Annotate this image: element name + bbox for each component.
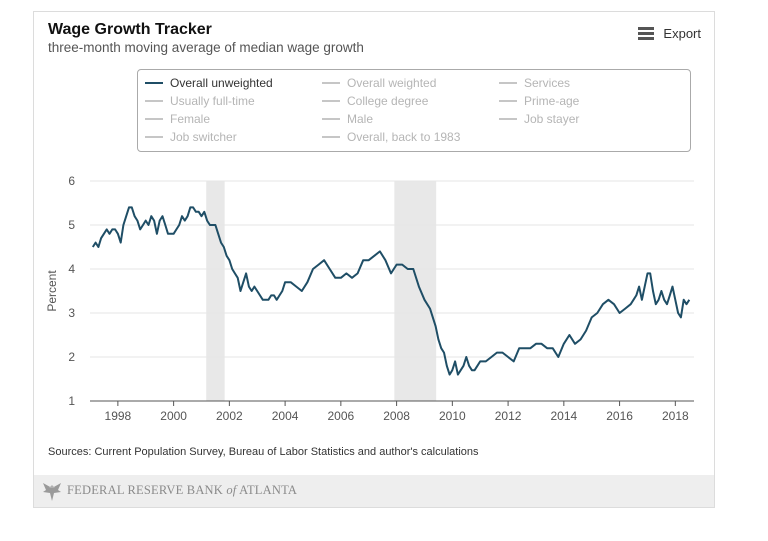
y-tick-label: 1 (68, 394, 75, 408)
legend-label: Services (524, 76, 571, 90)
x-tick-label: 2016 (606, 409, 633, 423)
legend-item[interactable]: Female (145, 112, 210, 126)
legend-item[interactable]: Overall, back to 1983 (322, 130, 460, 144)
y-tick-label: 6 (68, 174, 75, 188)
legend-swatch (322, 136, 340, 138)
legend-item[interactable]: College degree (322, 94, 428, 108)
legend: Overall unweighted Overall weighted Servic… (137, 69, 691, 152)
legend-swatch (499, 82, 517, 84)
legend-label: College degree (347, 94, 429, 108)
legend-swatch (322, 82, 340, 84)
legend-swatch (145, 82, 163, 84)
legend-swatch (322, 100, 340, 102)
legend-item[interactable]: Male (322, 112, 373, 126)
org-prefix: FEDERAL RESERVE BANK (67, 483, 227, 497)
legend-label: Prime-age (524, 94, 580, 108)
legend-item[interactable]: Prime-age (499, 94, 579, 108)
org-of: of (226, 483, 237, 497)
x-tick-label: 2018 (662, 409, 689, 423)
series-line (91, 206, 691, 376)
chart-card: Wage Growth Tracker three-month moving a… (33, 11, 715, 508)
y-tick-label: 3 (68, 306, 75, 320)
legend-label: Female (170, 112, 211, 126)
org-suffix: ATLANTA (236, 483, 298, 497)
fed-atlanta-wordmark[interactable]: FEDERAL RESERVE BANK of ATLANTA (67, 483, 297, 498)
legend-item[interactable]: Services (499, 76, 570, 90)
legend-label: Overall weighted (347, 76, 437, 90)
legend-swatch (322, 118, 340, 120)
x-tick-label: 2002 (216, 409, 243, 423)
legend-label: Job stayer (524, 112, 580, 126)
legend-label: Usually full-time (170, 94, 255, 108)
x-tick-label: 2008 (383, 409, 410, 423)
x-tick-label: 2006 (328, 409, 355, 423)
legend-swatch (145, 118, 163, 120)
legend-item[interactable]: Overall weighted (322, 76, 436, 90)
chart-subtitle: three-month moving average of median wag… (48, 40, 364, 55)
x-tick-label: 2000 (160, 409, 187, 423)
legend-label: Overall unweighted (170, 76, 273, 90)
legend-swatch (499, 118, 517, 120)
legend-swatch (499, 100, 517, 102)
export-button[interactable]: Export (638, 26, 701, 41)
y-tick-label: 2 (68, 350, 75, 364)
legend-item[interactable]: Job switcher (145, 130, 237, 144)
legend-swatch (145, 136, 163, 138)
legend-swatch (145, 100, 163, 102)
line-chart: 1 2 3 4 5 6 1998 2000 2002 2004 2006 2008 2010 2012 20… (45, 174, 694, 423)
legend-label: Overall, back to 1983 (347, 130, 461, 144)
eagle-logo-icon (43, 483, 61, 501)
x-tick-label: 2012 (495, 409, 522, 423)
x-tick-label: 2010 (439, 409, 466, 423)
menu-icon[interactable] (638, 27, 655, 40)
recession-band (394, 181, 437, 401)
y-axis-label: Percent (45, 270, 59, 312)
legend-label: Job switcher (170, 130, 237, 144)
sources-note: Sources: Current Population Survey, Bure… (48, 446, 479, 458)
legend-item[interactable]: Usually full-time (145, 94, 255, 108)
chart-title: Wage Growth Tracker (48, 21, 212, 38)
recession-band (206, 181, 225, 401)
legend-label: Male (347, 112, 374, 126)
x-tick-label: 2014 (550, 409, 577, 423)
x-tick-label: 2004 (272, 409, 299, 423)
y-tick-label: 5 (68, 218, 75, 232)
export-label[interactable]: Export (663, 26, 701, 41)
legend-item[interactable]: Overall unweighted (145, 76, 273, 90)
x-tick-label: 1998 (105, 409, 132, 423)
footer: FEDERAL RESERVE BANK of ATLANTA (34, 475, 714, 507)
y-tick-label: 4 (68, 262, 75, 276)
legend-item[interactable]: Job stayer (499, 112, 579, 126)
